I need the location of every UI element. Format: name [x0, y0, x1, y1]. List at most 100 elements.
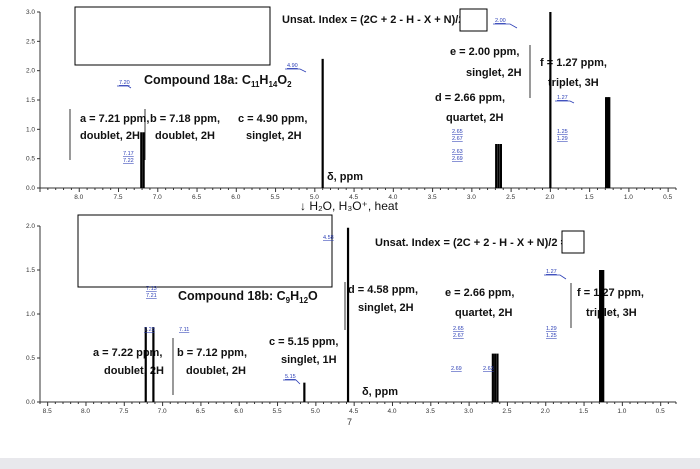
x-tick-label-b-5: 6.0 — [234, 408, 243, 415]
unsat-label-18b: Unsat. Index = (2C + 2 - H - X + N)/2 = — [375, 237, 567, 249]
x-tick-label-b-14: 1.5 — [579, 408, 588, 415]
int-label-18a-1: 7.17 — [123, 151, 134, 157]
reaction-text: H₂O, H₃O⁺, heat — [309, 199, 398, 213]
int-label-18a-11: 1.29 — [557, 136, 568, 142]
x-tick-label-b-8: 4.5 — [349, 408, 358, 415]
int-label-18a-5: 2.67 — [452, 136, 463, 142]
int-label-18b-7: 2.67 — [453, 333, 464, 339]
compound-title-18b: Compound 18b: C9H12O — [178, 289, 318, 305]
x-tick-label-a-8: 4.0 — [388, 194, 397, 201]
x-tick-label-b-1: 8.0 — [81, 408, 90, 415]
int-label-18a-10: 1.25 — [557, 129, 568, 135]
int-label-18b-12: 1.25 — [546, 333, 557, 339]
annot-c-mult-18b: singlet, 1H — [281, 354, 337, 366]
integration-marker-18a-9 — [555, 100, 575, 104]
annot-d-ppm-18b: d = 4.58 ppm, — [348, 284, 418, 296]
compound-title-18a: Compound 18a: C11H14O2 — [144, 73, 292, 89]
x-tick-label-a-12: 2.0 — [545, 194, 554, 201]
x-tick-label-b-13: 2.0 — [541, 408, 550, 415]
y-tick-label-a-1: 0.5 — [26, 156, 35, 163]
annot-e-ppm-18a: e = 2.00 ppm, — [450, 46, 519, 58]
annot-d-mult-18b: singlet, 2H — [358, 302, 414, 314]
int-label-18b-5: 4.58 — [323, 235, 334, 241]
y-tick-label-b-0: 0.0 — [26, 399, 35, 406]
int-label-18b-9: 2.63 — [483, 366, 494, 372]
x-tick-label-a-10: 3.0 — [467, 194, 476, 201]
x-tick-label-a-14: 1.0 — [624, 194, 633, 201]
x-tick-label-a-7: 4.5 — [349, 194, 358, 201]
annot-e-mult-18a: singlet, 2H — [466, 67, 522, 79]
int-label-18b-6: 2.65 — [453, 326, 464, 332]
annot-b-mult-18a: doublet, 2H — [155, 130, 215, 142]
annot-b-mult-18b: doublet, 2H — [186, 365, 246, 377]
x-tick-label-b-11: 3.0 — [464, 408, 473, 415]
annot-f-mult-18b: triplet, 3H — [586, 307, 637, 319]
y-tick-label-a-0: 0.0 — [26, 185, 35, 192]
annot-b-ppm-18a: b = 7.18 ppm, — [150, 113, 220, 125]
reaction-conditions: ↓ H₂O, H₃O⁺, heat — [300, 199, 399, 213]
integration-labels-18a: 7.20 7.17 7.22 4.90 2.65 2.67 2.63 2.69 … — [119, 18, 568, 164]
integration-marker-18a-0 — [117, 85, 132, 89]
page-bottom-strip — [0, 458, 700, 469]
reaction-arrow: ↓ — [300, 199, 306, 213]
annot-b-ppm-18b: b = 7.12 ppm, — [177, 347, 247, 359]
annot-a-mult-18a: doublet, 2H — [80, 130, 140, 142]
int-label-18b-8: 2.69 — [451, 366, 462, 372]
x-tick-label-a-1: 7.5 — [114, 194, 123, 201]
structure-box-18a[interactable] — [74, 6, 271, 66]
x-tick-label-a-15: 0.5 — [663, 194, 672, 201]
annot-a-ppm-18a: a = 7.21 ppm, — [80, 113, 149, 125]
y-tick-label-a-3: 1.5 — [26, 97, 35, 104]
unsat-answer-box-18b[interactable] — [561, 230, 585, 254]
x-tick-label-a-3: 6.5 — [192, 194, 201, 201]
x-tick-label-b-10: 3.5 — [426, 408, 435, 415]
y-tick-label-b-2: 1.0 — [26, 311, 35, 318]
int-label-18a-9: 1.27 — [557, 95, 568, 101]
x-tick-label-a-0: 8.0 — [74, 194, 83, 201]
x-tick-label-a-5: 5.5 — [271, 194, 280, 201]
int-label-18b-3: 7.11 — [179, 327, 189, 333]
x-tick-label-a-11: 2.5 — [506, 194, 515, 201]
int-label-18a-2: 7.22 — [123, 158, 134, 164]
y-tick-label-a-6: 3.0 — [26, 9, 35, 16]
x-tick-label-a-13: 1.5 — [585, 194, 594, 201]
xlabel-18a: δ, ppm — [327, 171, 363, 183]
annot-c-ppm-18a: c = 4.90 ppm, — [238, 113, 307, 125]
spectrum-18a: 0.0 0.5 1.0 1.5 2.0 2.5 3.0 8.0 7.5 7.0 6.5 6.0 5.5… — [26, 6, 677, 201]
y-tick-label-a-2: 1.0 — [26, 126, 35, 133]
int-label-18a-4: 2.65 — [452, 129, 463, 135]
y-tick-label-a-4: 2.0 — [26, 68, 35, 75]
annot-a-mult-18b: doublet, 2H — [104, 365, 164, 377]
integration-marker-18b-10 — [544, 274, 567, 280]
y-tick-label-b-1: 0.5 — [26, 355, 35, 362]
annot-c-ppm-18b: c = 5.15 ppm, — [269, 336, 338, 348]
unsat-answer-box-18a[interactable] — [459, 8, 488, 32]
x-tick-label-a-2: 7.0 — [153, 194, 162, 201]
y-tick-label-b-4: 2.0 — [26, 223, 35, 230]
footer-number: 7 — [347, 417, 352, 427]
int-label-18a-0: 7.20 — [119, 80, 130, 86]
int-label-18a-8: 2.00 — [495, 18, 506, 24]
x-tick-label-b-15: 1.0 — [617, 408, 626, 415]
spectrum-18b: 0.0 0.5 1.0 1.5 2.0 8.5 8.0 7.5 7.0 6.5 6.0 5.5 5.0… — [26, 214, 677, 427]
x-tick-label-a-9: 3.5 — [428, 194, 437, 201]
x-tick-label-a-6: 5.0 — [310, 194, 319, 201]
x-tick-label-b-16: 0.5 — [656, 408, 665, 415]
x-tick-label-a-4: 6.0 — [231, 194, 240, 201]
annot-f-mult-18a: triplet, 3H — [548, 77, 599, 89]
annot-f-ppm-18a: f = 1.27 ppm, — [540, 57, 607, 69]
annot-c-mult-18a: singlet, 2H — [246, 130, 302, 142]
x-tick-label-b-6: 5.5 — [273, 408, 282, 415]
unsat-label-18a: Unsat. Index = (2C + 2 - H - X + N)/2 = — [282, 14, 474, 26]
x-tick-label-b-0: 8.5 — [43, 408, 52, 415]
int-label-18a-3: 4.90 — [287, 63, 298, 69]
int-label-18a-6: 2.63 — [452, 149, 463, 155]
integration-marker-18a-8 — [493, 23, 518, 29]
x-tick-label-b-2: 7.5 — [119, 408, 128, 415]
x-tick-label-b-7: 5.0 — [311, 408, 320, 415]
integration-marker-18b-4 — [283, 379, 301, 385]
y-tick-label-a-5: 2.5 — [26, 38, 35, 45]
int-label-18b-1: 7.21 — [146, 293, 157, 299]
structure-box-18b[interactable] — [77, 214, 333, 288]
int-label-18b-0: 7.13 — [146, 286, 157, 292]
